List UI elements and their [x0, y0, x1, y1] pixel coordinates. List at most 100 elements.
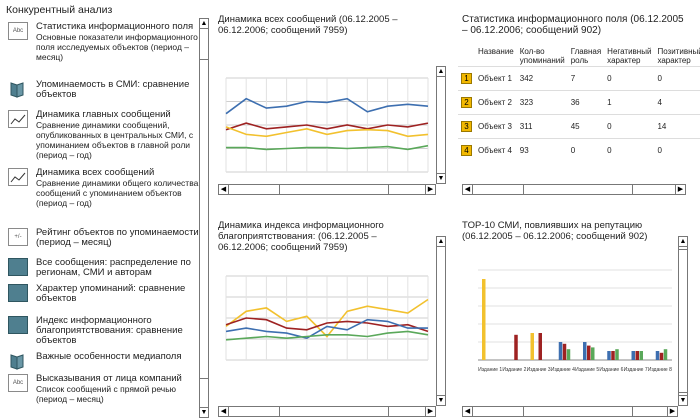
main-role-cell: 36 [567, 90, 605, 115]
top10-hscroll[interactable]: ◀ ▶ [462, 406, 678, 417]
bar [655, 351, 660, 360]
scroll-up-arrow[interactable]: ▲ [437, 237, 445, 247]
scroll-thumb[interactable] [679, 249, 687, 393]
table-row[interactable]: 3 Объект 3 311 45 0 14 [458, 114, 700, 139]
top10-chart: Издание 1 Издание 2 Издание 3 Издание 4 Изда… [478, 269, 672, 373]
positive-cell: 0 [654, 66, 700, 91]
index-vscroll[interactable]: ▲ ▼ [436, 236, 446, 406]
scroll-up-arrow[interactable]: ▲ [679, 237, 687, 247]
bar [607, 351, 611, 360]
tick-label: Издание 3 [527, 367, 551, 373]
nav-item-text: Высказывания от лица компаний Список сооб… [36, 374, 201, 405]
table-row[interactable]: 4 Объект 4 93 0 0 0 [458, 138, 700, 163]
scroll-thumb[interactable] [200, 59, 208, 379]
bar [562, 343, 567, 360]
line-chart-icon [8, 110, 28, 128]
nav-item-text: Динамика всех сообщений Сравнение динамик… [36, 168, 201, 209]
dynamics-all-vscroll[interactable]: ▲ ▼ [436, 66, 446, 184]
scroll-right-arrow[interactable]: ▶ [675, 185, 685, 194]
bar [538, 333, 542, 360]
mentions-cell: 311 [516, 114, 568, 139]
index-hscroll[interactable]: ◀ ▶ [218, 406, 436, 417]
scroll-down-arrow[interactable]: ▼ [437, 395, 445, 405]
bar [587, 345, 591, 360]
bar [591, 347, 595, 360]
object-name: Объект 1 [475, 66, 517, 91]
nav-item-text: Все сообщения: распределение по регионам… [36, 258, 201, 278]
bar [583, 342, 587, 360]
scroll-left-arrow[interactable]: ◀ [219, 407, 229, 416]
nav-item-title: Важные особенности медиаполя [36, 351, 182, 362]
scroll-left-arrow[interactable]: ◀ [463, 185, 473, 194]
rank-column-header [458, 46, 475, 67]
mentions-cell: 342 [516, 66, 568, 91]
column-header: Негативный характер [607, 47, 652, 65]
stats-table: Название Кол-во упоминаний Главная роль … [458, 46, 700, 163]
scroll-down-arrow[interactable]: ▼ [200, 407, 208, 417]
scroll-thumb[interactable] [279, 407, 389, 416]
bar [482, 279, 486, 360]
mentions-cell: 93 [516, 138, 568, 163]
teal-square-icon [8, 284, 28, 302]
table-row[interactable]: 2 Объект 2 323 36 1 4 [458, 90, 700, 115]
bar [663, 349, 668, 360]
tick-label: Издание 5 [575, 367, 599, 373]
tick-label: Издание 2 [502, 367, 526, 373]
scroll-left-arrow[interactable]: ◀ [219, 185, 229, 194]
bar [611, 351, 615, 360]
scroll-thumb[interactable] [523, 407, 633, 416]
teal-square-icon [8, 258, 28, 276]
tick-label: Издание 6 [599, 367, 623, 373]
bar [631, 351, 635, 360]
nav-item-title: Динамика главных сообщений [36, 109, 171, 120]
scroll-thumb[interactable] [523, 185, 633, 194]
column-header: Название [478, 47, 514, 56]
stats-hscroll[interactable]: ◀ ▶ [462, 184, 686, 195]
table-row[interactable]: 1 Объект 1 342 7 0 0 [458, 66, 700, 91]
bar [514, 334, 518, 360]
bar [558, 342, 563, 360]
scroll-thumb[interactable] [279, 185, 389, 194]
scroll-right-arrow[interactable]: ▶ [667, 407, 677, 416]
nav-item-text: Важные особенности медиаполя [36, 352, 201, 362]
book-icon [8, 80, 28, 98]
scroll-down-arrow[interactable]: ▼ [437, 173, 445, 183]
nav-item-text: Индекс информационного благоприятствован… [36, 316, 201, 346]
series-line [225, 122, 429, 131]
column-header: Кол-во упоминаний [519, 47, 565, 65]
scroll-down-arrow[interactable]: ▼ [679, 395, 687, 405]
series-line [225, 330, 429, 341]
top10-vscroll[interactable]: ▲ ▼ [678, 236, 688, 406]
series-line [225, 318, 428, 340]
dynamics-all-chart [225, 77, 429, 173]
tick-label: Издание 7 [624, 367, 648, 373]
nav-scrollbar[interactable]: ▲ ▼ [199, 18, 209, 418]
tick-label: Издание 4 [551, 367, 575, 373]
series-line [225, 317, 429, 333]
series-line [226, 144, 429, 151]
column-header: Позитивный характер [657, 47, 700, 65]
positive-cell: 4 [654, 90, 700, 115]
nav-item-title: Все сообщения: распределение по регионам… [36, 257, 191, 278]
nav-item-desc: Сравнение динамики сообщений, опубликова… [36, 120, 194, 160]
bar [639, 351, 643, 360]
nav-item-desc: Список сообщений с прямой речью (период … [36, 384, 177, 404]
series-line [225, 298, 429, 338]
rank-badge: 2 [461, 97, 472, 108]
nav-item-desc: Сравнение динамики общего количества соо… [36, 178, 199, 208]
rank-badge: 4 [461, 145, 472, 157]
bar [615, 349, 619, 360]
scroll-up-arrow[interactable]: ▲ [437, 67, 445, 77]
dynamics-all-hscroll[interactable]: ◀ ▶ [218, 184, 436, 195]
scroll-up-arrow[interactable]: ▲ [200, 19, 208, 29]
scroll-right-arrow[interactable]: ▶ [425, 407, 435, 416]
scroll-left-arrow[interactable]: ◀ [463, 407, 473, 416]
mentions-cell: 323 [516, 90, 568, 115]
bar [530, 333, 534, 360]
scroll-right-arrow[interactable]: ▶ [425, 185, 435, 194]
nav-item-title: Рейтинг объектов по упоминаемости (перио… [36, 227, 199, 248]
table-header-row: Название Кол-во упоминаний Главная роль … [458, 46, 700, 67]
column-header: Главная роль [570, 47, 602, 65]
main-role-cell: 7 [567, 66, 605, 91]
bar [635, 351, 639, 360]
